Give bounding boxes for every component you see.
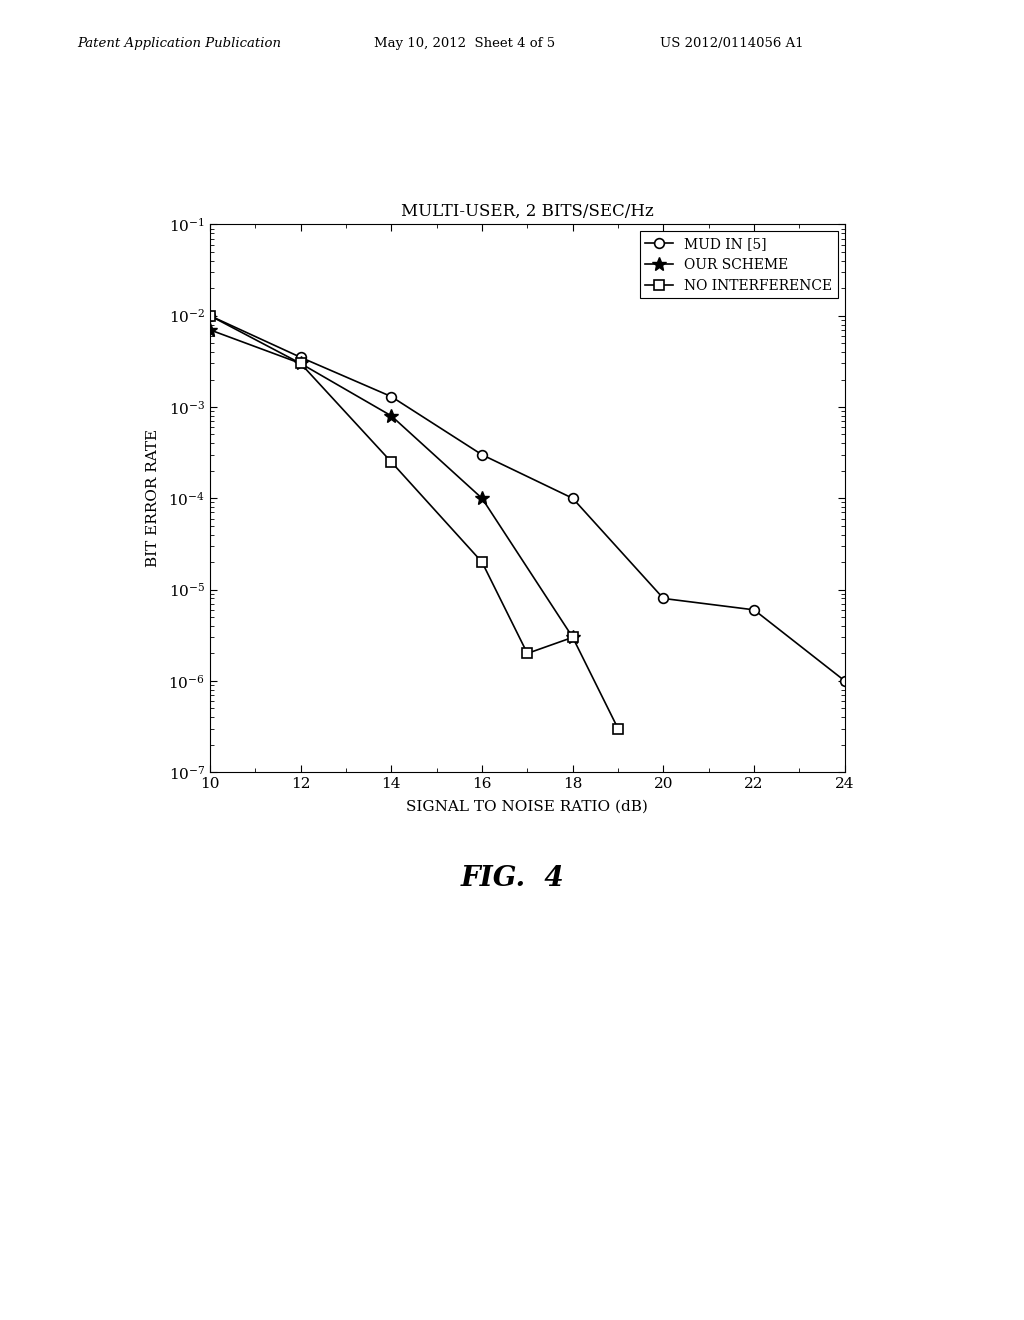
Legend: MUD IN [5], OUR SCHEME, NO INTERFERENCE: MUD IN [5], OUR SCHEME, NO INTERFERENCE — [640, 231, 838, 298]
MUD IN [5] — [839, 673, 851, 689]
OUR SCHEME — [295, 355, 307, 371]
MUD IN [5] — [295, 350, 307, 366]
Line: MUD IN [5]: MUD IN [5] — [205, 310, 850, 686]
OUR SCHEME — [476, 491, 488, 507]
Title: MULTI-USER, 2 BITS/SEC/Hz: MULTI-USER, 2 BITS/SEC/Hz — [401, 203, 653, 220]
MUD IN [5] — [385, 388, 397, 404]
Y-axis label: BIT ERROR RATE: BIT ERROR RATE — [146, 429, 160, 568]
Text: US 2012/0114056 A1: US 2012/0114056 A1 — [660, 37, 804, 50]
X-axis label: SIGNAL TO NOISE RATIO (dB): SIGNAL TO NOISE RATIO (dB) — [407, 800, 648, 813]
MUD IN [5] — [476, 446, 488, 462]
NO INTERFERENCE — [295, 355, 307, 371]
Text: Patent Application Publication: Patent Application Publication — [77, 37, 281, 50]
Text: May 10, 2012  Sheet 4 of 5: May 10, 2012 Sheet 4 of 5 — [374, 37, 555, 50]
OUR SCHEME — [204, 322, 216, 338]
NO INTERFERENCE — [566, 630, 579, 645]
NO INTERFERENCE — [476, 554, 488, 570]
NO INTERFERENCE — [521, 645, 534, 661]
MUD IN [5] — [204, 308, 216, 323]
MUD IN [5] — [657, 590, 670, 606]
NO INTERFERENCE — [385, 454, 397, 470]
Line: OUR SCHEME: OUR SCHEME — [203, 323, 580, 644]
OUR SCHEME — [385, 408, 397, 424]
OUR SCHEME — [566, 630, 579, 645]
MUD IN [5] — [748, 602, 760, 618]
Line: NO INTERFERENCE: NO INTERFERENCE — [205, 310, 623, 734]
NO INTERFERENCE — [612, 721, 625, 737]
Text: FIG.  4: FIG. 4 — [460, 865, 564, 891]
NO INTERFERENCE — [204, 308, 216, 323]
MUD IN [5] — [566, 491, 579, 507]
